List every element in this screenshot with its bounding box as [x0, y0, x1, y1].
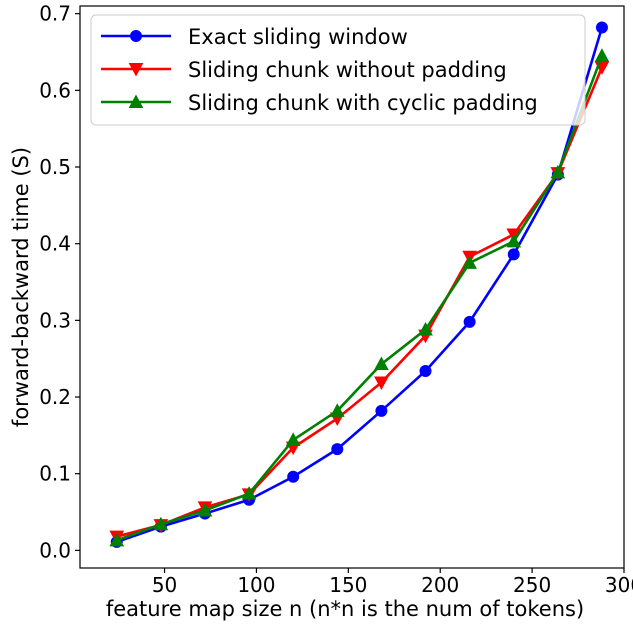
legend-label: Sliding chunk without padding: [188, 58, 507, 82]
plot-frame: [79, 5, 625, 569]
data-point: [375, 404, 388, 417]
x-tick-label: 250: [513, 573, 551, 597]
y-tick-label: 0.3: [39, 308, 71, 332]
data-point: [374, 356, 389, 371]
legend-label: Exact sliding window: [188, 25, 408, 49]
data-point: [550, 164, 566, 179]
y-axis: 0.0 0.1 0.2 0.3 0.4 0.5 0.6 0.7: [39, 2, 80, 562]
y-tick-label: 0.4: [39, 232, 71, 256]
data-point: [595, 21, 608, 34]
data-point: [418, 322, 433, 336]
data-point: [241, 486, 257, 500]
x-axis-title: feature map size n (n*n is the num of to…: [106, 597, 584, 621]
y-tick-label: 0.0: [39, 538, 71, 562]
data-point: [374, 376, 389, 391]
series-layer: [109, 21, 610, 548]
series-2: [109, 61, 610, 545]
legend-marker: [130, 30, 142, 42]
legend-box: [90, 14, 586, 126]
legend: Exact sliding window Sliding chunk withou…: [90, 14, 586, 126]
data-point: [153, 516, 169, 531]
x-tick-label: 200: [421, 573, 459, 597]
data-point: [285, 432, 301, 446]
x-tick-label: 100: [237, 573, 275, 597]
plot-area: [79, 5, 625, 569]
data-point: [462, 255, 477, 269]
series-line: [116, 55, 604, 542]
y-tick-label: 0.6: [39, 78, 71, 102]
y-axis-title: forward-backward time (S): [9, 147, 33, 427]
data-point: [463, 315, 476, 328]
data-point: [329, 403, 345, 417]
data-point: [331, 443, 344, 456]
data-point: [507, 248, 520, 261]
y-tick-label: 0.7: [39, 2, 71, 26]
x-tick-label: 300: [605, 573, 633, 597]
data-point: [594, 48, 610, 62]
data-point: [506, 233, 522, 248]
x-tick-label: 50: [152, 573, 177, 597]
series-line: [116, 66, 604, 538]
y-tick-label: 0.1: [39, 462, 71, 486]
data-point: [287, 470, 300, 483]
x-tick-label: 150: [329, 573, 367, 597]
y-tick-label: 0.2: [39, 385, 71, 409]
series-3: [109, 48, 610, 547]
legend-marker: [128, 94, 144, 108]
x-axis: 50 100 150 200 250 300: [152, 568, 633, 597]
data-point: [109, 532, 125, 547]
y-tick-label: 0.5: [39, 155, 71, 179]
data-point: [197, 502, 213, 517]
legend-label: Sliding chunk with cyclic padding: [188, 91, 538, 115]
data-point: [419, 364, 432, 377]
legend-marker: [128, 63, 144, 77]
series-line: [116, 27, 604, 544]
